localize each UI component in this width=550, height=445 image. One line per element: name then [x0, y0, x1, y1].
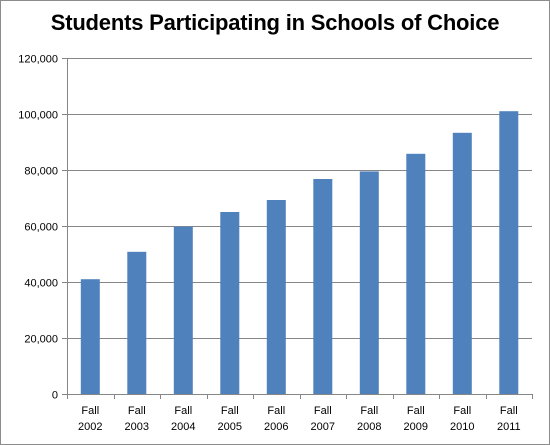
bar: [220, 212, 240, 394]
y-tick-label: 120,000: [18, 54, 58, 66]
x-tick-label: Fall: [453, 405, 471, 417]
y-tick-label: 80,000: [24, 166, 58, 178]
axes: [62, 58, 533, 399]
x-tick-labels: Fall 2002 Fall 2003 Fall 2004 Fall 2005 Fall 2006…: [78, 405, 521, 433]
x-tick-label: Fall: [407, 405, 425, 417]
x-tick-label: 2006: [264, 421, 288, 433]
x-tick-label: Fall: [81, 405, 99, 417]
bar: [313, 179, 333, 394]
x-tick-label: Fall: [500, 405, 518, 417]
x-tick-label: Fall: [174, 405, 192, 417]
x-tick-label: 2002: [78, 421, 102, 433]
chart-title: Students Participating in Schools of Cho…: [50, 10, 500, 35]
x-tick-label: 2009: [404, 421, 428, 433]
x-tick-label: Fall: [314, 405, 332, 417]
bar: [359, 171, 379, 394]
bar: [452, 132, 472, 395]
y-tick-labels: 0 20,000 40,000 60,000 80,000 100,000 120,000: [18, 54, 58, 402]
bar: [127, 251, 147, 394]
x-tick-label: Fall: [128, 405, 146, 417]
bar: [406, 153, 426, 394]
y-tick-label: 0: [52, 390, 58, 402]
x-tick-label: 2011: [497, 421, 521, 433]
x-tick-label: 2003: [125, 421, 149, 433]
x-tick-label: 2004: [171, 421, 195, 433]
x-tick-label: 2007: [311, 421, 335, 433]
bar: [80, 279, 100, 394]
x-tick-label: 2008: [357, 421, 381, 433]
x-tick-label: Fall: [221, 405, 239, 417]
y-tick-label: 20,000: [24, 334, 58, 346]
x-tick-label: Fall: [267, 405, 285, 417]
bars: [80, 111, 519, 395]
x-tick-label: 2010: [450, 421, 474, 433]
bar: [173, 226, 193, 394]
x-tick-label: Fall: [360, 405, 378, 417]
y-tick-label: 40,000: [24, 278, 58, 290]
bar: [266, 200, 286, 394]
y-tick-label: 60,000: [24, 222, 58, 234]
y-tick-label: 100,000: [18, 110, 58, 122]
x-tick-label: 2005: [218, 421, 242, 433]
bar: [499, 111, 519, 394]
